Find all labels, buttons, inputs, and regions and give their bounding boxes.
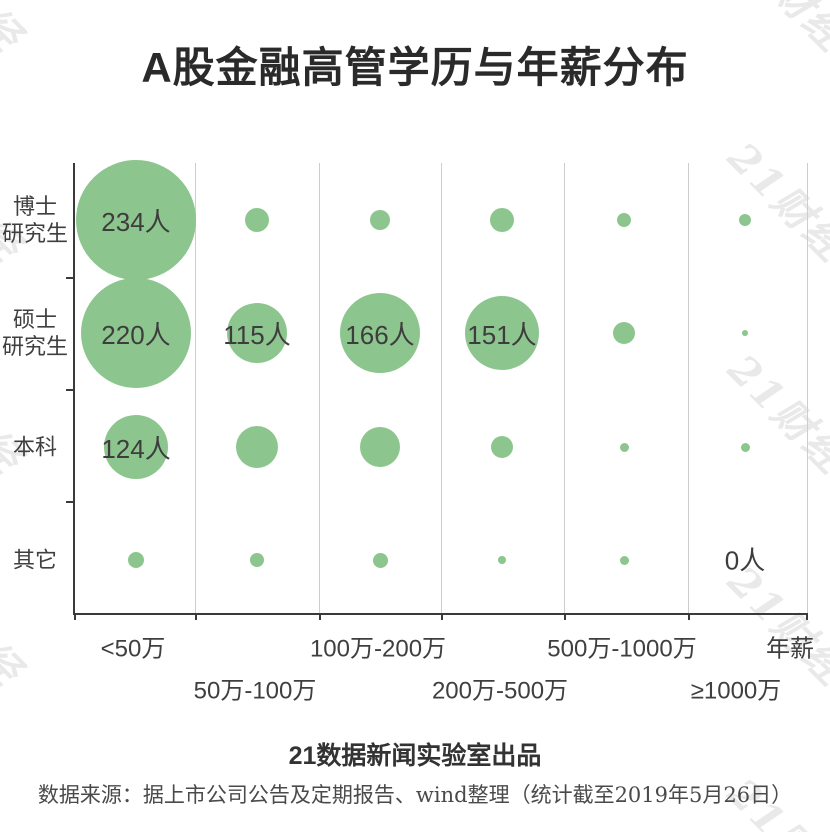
bubble-count-label: 115人 (223, 319, 291, 350)
bubble-本科-500万-1000万 (619, 442, 629, 452)
zero-count-label: 0人 (724, 545, 766, 576)
bubble-博士研究生-≥1000万 (739, 214, 751, 226)
bubble-其它-<50万 (128, 552, 144, 568)
y-axis-tick (66, 277, 74, 279)
y-axis-label-其它: 其它 (12, 547, 57, 573)
bubble-本科-≥1000万 (740, 442, 750, 452)
y-axis-tick (66, 389, 74, 391)
x-axis-tick (806, 613, 808, 620)
x-axis-name: 年薪 (766, 635, 814, 663)
x-axis-label-100万-200万: 100万-200万 (309, 635, 447, 663)
x-axis-tick (319, 613, 321, 620)
credit-line: 21数据新闻实验室出品 (288, 742, 542, 770)
vertical-gridline (688, 163, 689, 613)
brand-watermark: 21财经 (0, 345, 32, 484)
y-axis-tick (66, 501, 74, 503)
bubble-硕士研究生-<50万: 220人 (81, 278, 191, 388)
bubble-本科-<50万: 124人 (101, 415, 171, 479)
bubble-其它-200万-500万 (498, 556, 506, 564)
bubble-chart-plot-area: 234人 220人 115人 166人 151人 124人 0人 (66, 160, 808, 620)
vertical-gridline (319, 163, 320, 613)
x-axis-tick (195, 613, 197, 620)
bubble-博士研究生-500万-1000万 (617, 213, 631, 227)
bubble-硕士研究生-500万-1000万 (613, 322, 635, 344)
bubble-硕士研究生-≥1000万 (742, 330, 748, 336)
x-axis-label-200万-500万: 200万-500万 (431, 677, 569, 705)
vertical-gridline (807, 163, 808, 613)
bubble-硕士研究生-50万-100万: 115人 (223, 303, 291, 363)
bubble-硕士研究生-100万-200万: 166人 (340, 293, 420, 373)
bubble-博士研究生-50万-100万 (245, 208, 269, 232)
bubble-本科-50万-100万 (236, 426, 278, 468)
page-title: A股金融高管学历与年薪分布 (141, 44, 689, 91)
bubble-其它-500万-1000万 (619, 555, 629, 565)
x-axis-label-<50万: <50万 (100, 635, 166, 663)
bubble-count-label: 234人 (101, 206, 171, 237)
x-axis-label-≥1000万: ≥1000万 (690, 677, 782, 705)
bubble-count-label: 220人 (101, 319, 171, 350)
x-axis-label-500万-1000万: 500万-1000万 (547, 635, 697, 663)
vertical-gridline (564, 163, 565, 613)
y-axis-label-硕士研究生: 硕士 研究生 (1, 307, 68, 359)
y-axis-label-本科: 本科 (12, 434, 57, 460)
bubble-count-label: 124人 (101, 433, 171, 464)
bubble-本科-200万-500万 (491, 436, 513, 458)
x-axis-tick (441, 613, 443, 620)
vertical-gridline (441, 163, 442, 613)
data-source-line: 数据来源：据上市公司公告及定期报告、wind整理（统计截至2019年5月26日） (37, 783, 793, 807)
y-axis-label-博士研究生: 博士 研究生 (1, 194, 68, 246)
bubble-其它-100万-200万 (372, 552, 388, 568)
bubble-count-label: 151人 (467, 319, 537, 350)
bubble-本科-100万-200万 (360, 427, 400, 467)
bubble-博士研究生-<50万: 234人 (76, 160, 196, 280)
x-axis-tick (688, 613, 690, 620)
bubble-其它-50万-100万 (250, 553, 264, 567)
bubble-博士研究生-200万-500万 (490, 208, 514, 232)
bubble-count-label: 166人 (345, 319, 415, 350)
vertical-gridline (195, 163, 196, 613)
bubble-博士研究生-100万-200万 (370, 210, 390, 230)
x-axis-label-50万-100万: 50万-100万 (193, 677, 317, 705)
bubble-硕士研究生-200万-500万: 151人 (465, 296, 539, 370)
x-axis-tick (564, 613, 566, 620)
x-axis-tick (74, 613, 76, 620)
